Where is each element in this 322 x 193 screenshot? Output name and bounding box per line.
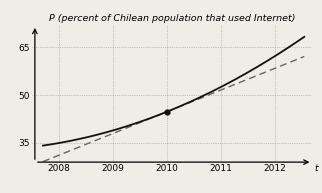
Title: P (percent of Chilean population that used Internet): P (percent of Chilean population that us…	[49, 14, 296, 23]
Text: t (years): t (years)	[315, 164, 322, 173]
